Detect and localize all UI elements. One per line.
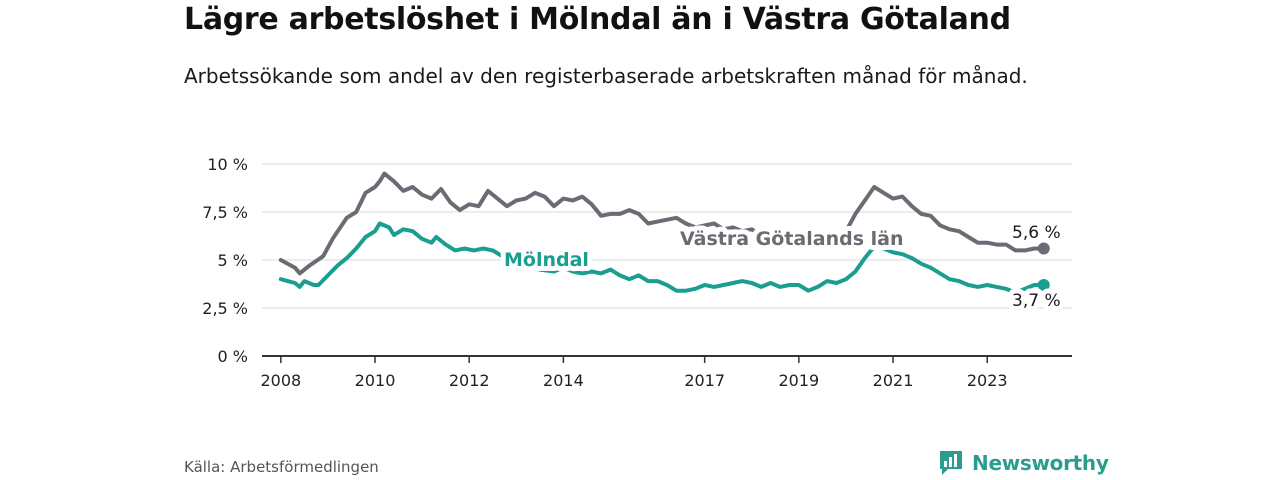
x-tick-label: 2019 — [779, 371, 820, 390]
series-label-molndal: Mölndal — [504, 249, 589, 271]
chart-title: Lägre arbetslöshet i Mölndal än i Västra… — [184, 2, 1011, 37]
source-note: Källa: Arbetsförmedlingen — [184, 458, 379, 476]
x-tick-label: 2008 — [260, 371, 301, 390]
x-tick-label: 2021 — [873, 371, 914, 390]
y-axis-tick-labels: 0 % 2,5 % 5 % 7,5 % 10 % — [202, 155, 248, 366]
y-tick-label: 10 % — [207, 155, 248, 174]
y-tick-label: 2,5 % — [202, 299, 248, 318]
y-tick-label: 5 % — [218, 251, 248, 270]
x-tick-label: 2012 — [449, 371, 490, 390]
x-tick-label: 2023 — [967, 371, 1008, 390]
series-label-vastra-gotaland-halo: Västra Götalands län — [680, 228, 903, 250]
series-line-vastra-gotaland — [278, 171, 1046, 276]
series-line-molndal — [278, 221, 1046, 295]
x-axis: 2008 2010 2012 2014 2017 2019 2021 2023 — [260, 355, 1072, 390]
series-lines — [278, 171, 1050, 295]
brand-name: Newsworthy — [972, 451, 1109, 475]
end-value-label-vastra-gotaland: 5,6 % — [1012, 223, 1061, 243]
gridlines — [262, 163, 1072, 309]
brand-logo: Newsworthy — [938, 449, 1109, 477]
series-end-marker — [1037, 242, 1050, 255]
newsworthy-logo-icon — [940, 451, 962, 475]
x-tick-label: 2014 — [543, 371, 584, 390]
y-tick-label: 7,5 % — [202, 203, 248, 222]
x-tick-label: 2010 — [355, 371, 396, 390]
y-tick-label: 0 % — [218, 347, 248, 366]
end-value-label-molndal: 3,7 % — [1012, 291, 1061, 311]
chart-subtitle: Arbetssökande som andel av den registerb… — [184, 64, 1028, 88]
series-label-vastra-gotaland: Västra Götalands län — [680, 228, 903, 250]
x-tick-label: 2017 — [684, 371, 725, 390]
series-end-marker — [1037, 278, 1050, 291]
series-label-molndal-halo: Mölndal — [504, 249, 589, 271]
